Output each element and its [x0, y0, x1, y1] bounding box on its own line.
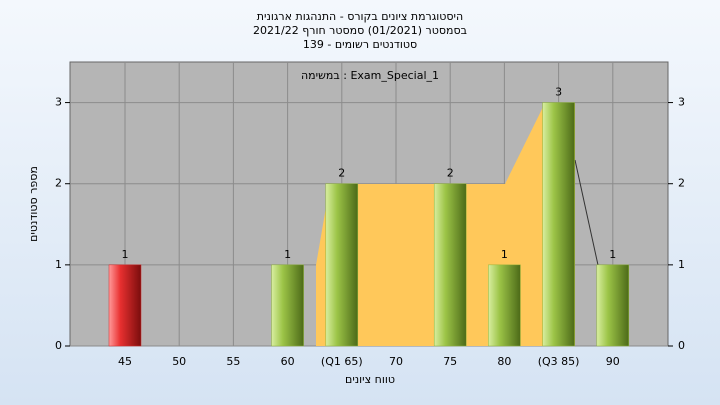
y-tick-label: 0 [55, 339, 62, 352]
chart-title: בסמסטר (01/2021) סמסטר חורף 2021/22 [253, 24, 467, 37]
bar [271, 264, 304, 347]
bar [108, 264, 142, 347]
y-tick-label: 1 [55, 258, 62, 271]
x-tick-label: 55 [226, 355, 240, 368]
y2-tick-label: 0 [678, 339, 685, 352]
marks: 1 1 2 2 1 3 1 [108, 86, 630, 347]
bar [542, 102, 575, 347]
x-tick-label: 50 [172, 355, 186, 368]
x-tick-label: 75 [443, 355, 457, 368]
bar [488, 264, 521, 347]
data-label: 1 [609, 248, 616, 261]
data-label: 1 [501, 248, 508, 261]
data-label: 3 [555, 86, 562, 99]
chart-title: היסטוגרמת ציונים בקורס - התנהגות ארגונית [257, 10, 463, 23]
data-label: 2 [338, 167, 345, 180]
x-tick-label: 80 [497, 355, 511, 368]
x-tick-label: 70 [389, 355, 403, 368]
x-tick-label: (Q3 85) [538, 355, 580, 368]
x-axis-label: טווח ציונים [345, 373, 395, 386]
bar [596, 264, 630, 347]
x-tick-label: (Q1 65) [321, 355, 363, 368]
y2-tick-label: 3 [678, 96, 685, 109]
data-label: 1 [284, 248, 291, 261]
x-tick-label: 60 [281, 355, 295, 368]
data-label: 1 [122, 248, 129, 261]
x-tick-label: 90 [606, 355, 620, 368]
y-tick-label: 3 [55, 96, 62, 109]
y-axis-label: מספר סטודנטים [27, 166, 40, 242]
y2-tick-label: 1 [678, 258, 685, 271]
y-tick-label: 2 [55, 177, 62, 190]
x-tick-label: 45 [118, 355, 132, 368]
bar [433, 183, 467, 347]
y2-tick-label: 2 [678, 177, 685, 190]
bar [325, 183, 359, 347]
annotation: במשימה : Exam_Special_1 [301, 69, 439, 82]
chart-title: סטודנטים רשומים - 139 [303, 38, 417, 51]
data-label: 2 [447, 167, 454, 180]
trend-line [574, 159, 599, 266]
